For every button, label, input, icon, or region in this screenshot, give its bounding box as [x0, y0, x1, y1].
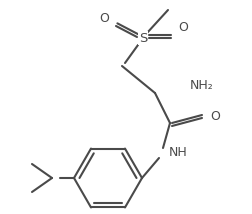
- Text: NH₂: NH₂: [190, 79, 214, 92]
- Text: O: O: [210, 110, 220, 122]
- Text: O: O: [178, 21, 188, 34]
- Text: S: S: [139, 31, 147, 45]
- Text: NH: NH: [169, 147, 188, 159]
- Text: O: O: [99, 12, 109, 24]
